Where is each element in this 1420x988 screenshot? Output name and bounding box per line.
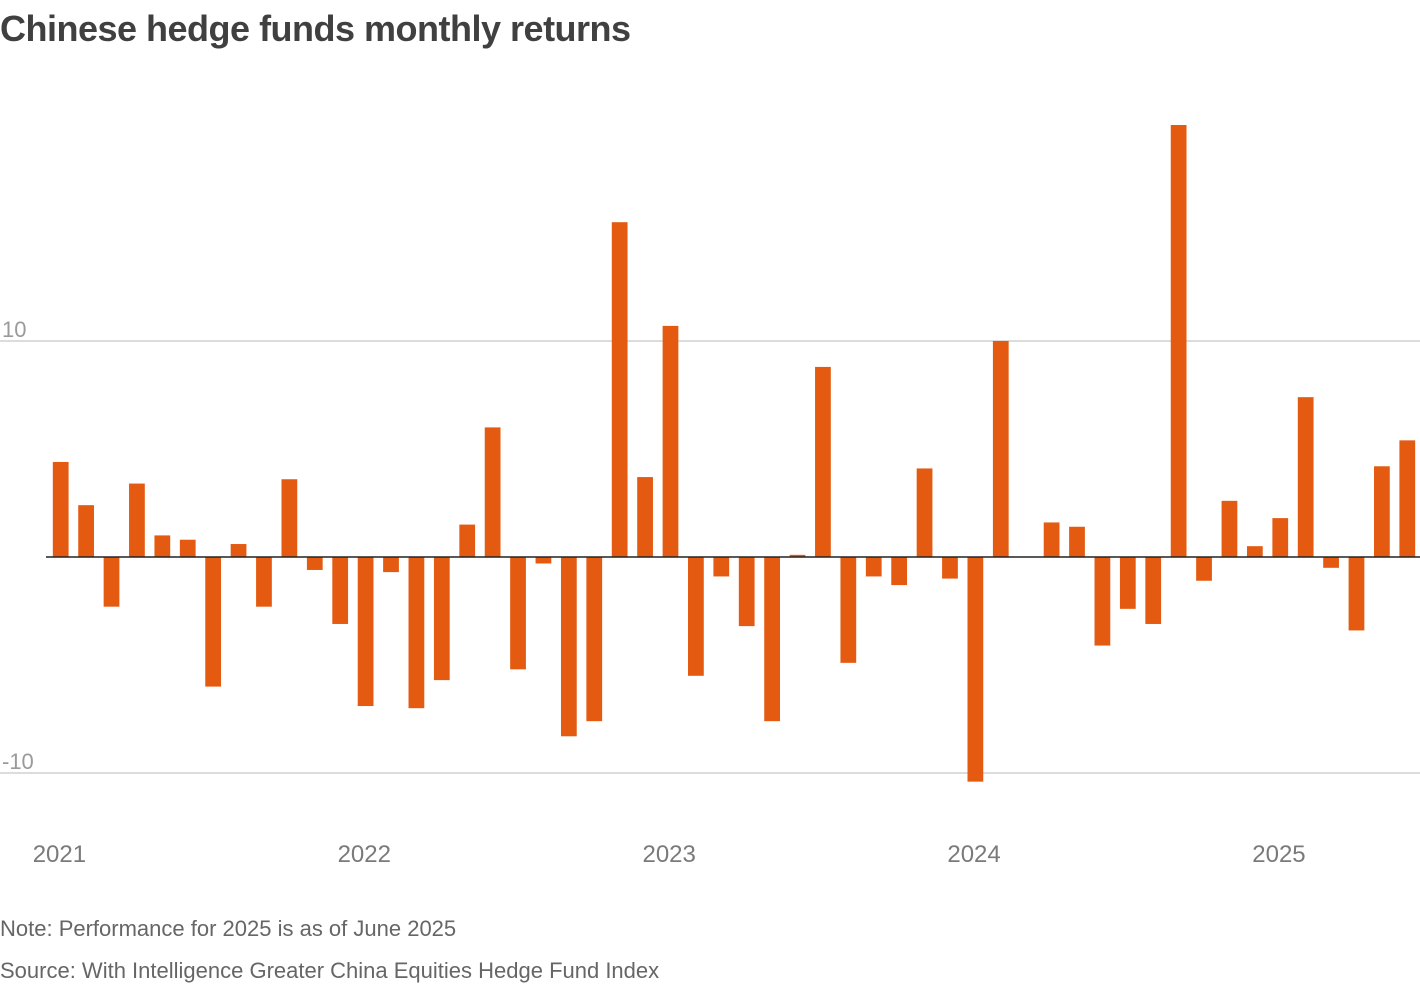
bar-2021-07 <box>205 557 222 687</box>
bar-2024-09 <box>1170 125 1187 557</box>
bar-2024-10 <box>1196 557 1212 581</box>
bar-2025-05 <box>1374 466 1390 557</box>
bar-2024-04 <box>1043 522 1060 557</box>
x-tick-label-2024: 2024 <box>947 841 1000 868</box>
bar-2024-08 <box>1145 557 1162 624</box>
bar-2022-01 <box>357 557 374 707</box>
bar-2023-08 <box>840 557 857 663</box>
bar-2021-04 <box>129 483 145 557</box>
y-tick-label: -10 <box>2 749 34 774</box>
bar-2023-06 <box>789 554 806 557</box>
bar-2024-07 <box>1119 557 1136 609</box>
bar-2025-02 <box>1297 397 1314 557</box>
chart-note: Note: Performance for 2025 is as of June… <box>0 916 457 941</box>
bar-2023-09 <box>865 557 882 577</box>
bar-2022-08 <box>535 557 552 564</box>
y-axis-tick-labels: 10 -10 <box>2 317 34 774</box>
x-tick-label-2023: 2023 <box>642 841 695 868</box>
bar-2021-02 <box>78 505 94 557</box>
bar-2023-02 <box>688 557 704 676</box>
bar-2024-06 <box>1094 557 1111 646</box>
bar-2022-02 <box>383 557 399 573</box>
bar-2021-11 <box>306 557 323 570</box>
bar-2025-01 <box>1272 518 1289 557</box>
bar-2024-12 <box>1246 546 1263 557</box>
bar-2022-12 <box>637 477 653 557</box>
bar-2023-04 <box>738 557 755 627</box>
bar-2021-06 <box>179 539 196 557</box>
bar-2024-02 <box>992 341 1009 557</box>
bar-2023-11 <box>916 468 933 557</box>
bar-2023-01 <box>662 325 679 557</box>
bar-2023-10 <box>891 557 908 586</box>
bar-chart: 10 -10 2021 2022 2023 2024 2025 <box>0 125 1420 868</box>
bar-2025-04 <box>1348 557 1365 631</box>
x-tick-label-2021: 2021 <box>33 841 86 868</box>
bar-2021-01 <box>52 461 69 557</box>
bar-2021-08 <box>230 544 247 557</box>
chart-source: Source: With Intelligence Greater China … <box>0 958 660 983</box>
bar-2022-04 <box>433 557 450 681</box>
bar-2024-05 <box>1069 526 1085 557</box>
bar-2024-01 <box>967 557 984 782</box>
bar-2025-06 <box>1399 440 1416 557</box>
bar-2021-05 <box>154 535 171 557</box>
bar-2021-10 <box>281 479 298 557</box>
bar-2023-03 <box>713 557 730 577</box>
bar-2023-12 <box>942 557 958 579</box>
x-tick-label-2022: 2022 <box>338 841 391 868</box>
bar-2021-03 <box>103 557 120 607</box>
bar-2022-05 <box>459 524 476 557</box>
bar-2023-07 <box>815 366 831 557</box>
bar-2024-11 <box>1221 500 1238 557</box>
bar-2022-07 <box>510 557 526 670</box>
bar-series <box>52 125 1416 782</box>
bar-2023-05 <box>764 557 780 722</box>
bar-2022-11 <box>611 222 628 557</box>
bar-2025-03 <box>1323 557 1339 568</box>
bar-2022-10 <box>586 557 603 722</box>
x-tick-label-2025: 2025 <box>1252 841 1305 868</box>
y-tick-label: 10 <box>2 317 26 342</box>
bar-2022-09 <box>560 557 577 737</box>
chart-title: Chinese hedge funds monthly returns <box>0 8 631 49</box>
bar-2022-06 <box>484 427 501 557</box>
bar-2022-03 <box>408 557 425 709</box>
bar-2021-12 <box>332 557 349 624</box>
bar-2021-09 <box>256 557 272 607</box>
x-axis-tick-labels: 2021 2022 2023 2024 2025 <box>33 841 1306 868</box>
